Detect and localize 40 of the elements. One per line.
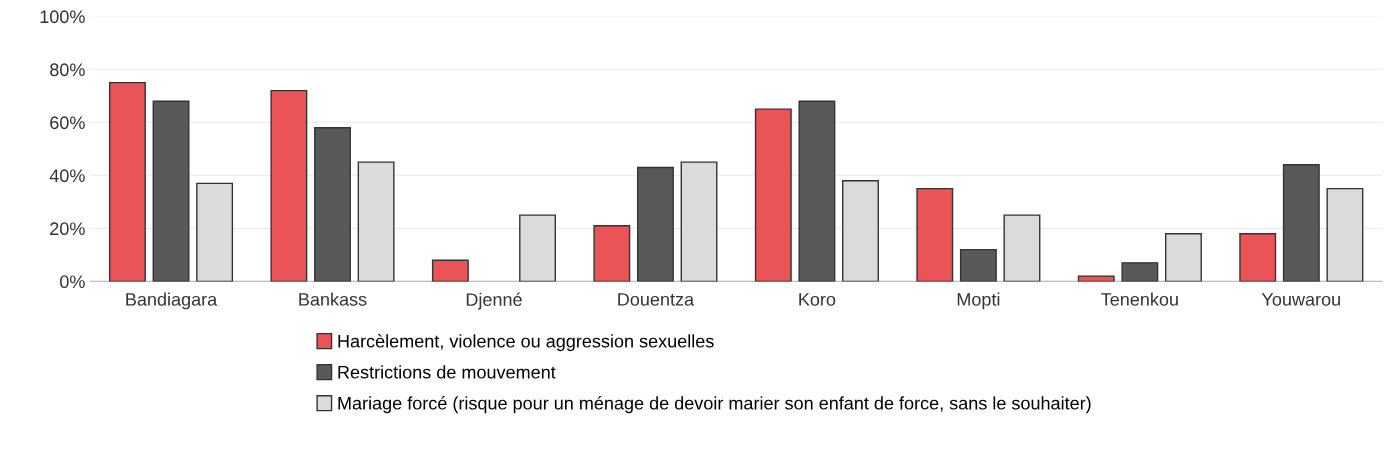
x-tick-label: Djenné — [466, 292, 522, 310]
bar — [636, 166, 674, 282]
bar — [798, 100, 836, 282]
bar — [916, 187, 954, 282]
x-tick-label: Bandiagara — [126, 292, 218, 310]
legend-label: Harcèlement, violence ou aggression sexuelles — [338, 334, 714, 352]
bar — [357, 161, 395, 282]
bar — [196, 182, 234, 282]
y-tick-label: 0% — [60, 275, 85, 289]
bar — [1239, 233, 1277, 282]
bar — [1164, 233, 1202, 282]
y-tick-label: 100% — [40, 10, 85, 24]
bar — [152, 100, 190, 282]
legend-label: Mariage forcé (risque pour un ménage de devoir marier son enfant de force, sans le souhaiter) — [338, 396, 1091, 414]
y-tick-label: 40% — [49, 169, 85, 183]
bar — [1121, 262, 1159, 282]
x-tick-label: Bankass — [299, 292, 367, 306]
bar — [842, 180, 879, 282]
bar — [108, 81, 146, 282]
bar — [1326, 187, 1364, 282]
bar — [270, 89, 308, 282]
y-tick-label: 20% — [50, 222, 85, 236]
y-tick-label: 80% — [50, 63, 85, 77]
bar — [431, 259, 469, 282]
bar — [593, 225, 631, 282]
x-tick-label: Mopti — [957, 292, 1000, 310]
bar — [959, 248, 997, 282]
bar — [1282, 164, 1320, 282]
bar — [314, 127, 351, 282]
bar — [754, 108, 792, 282]
bar — [1003, 214, 1041, 282]
x-tick-label: Youwarou — [1261, 293, 1340, 306]
legend-label: Restrictions de mouvement — [338, 365, 556, 379]
bar — [680, 161, 718, 282]
x-tick-label: Douentza — [618, 293, 695, 306]
x-tick-label: Koro — [799, 293, 836, 306]
x-tick-label: Tenenkou — [1101, 292, 1178, 306]
bar — [519, 214, 557, 282]
y-tick-label: 60% — [50, 116, 85, 130]
bar — [1077, 275, 1115, 282]
